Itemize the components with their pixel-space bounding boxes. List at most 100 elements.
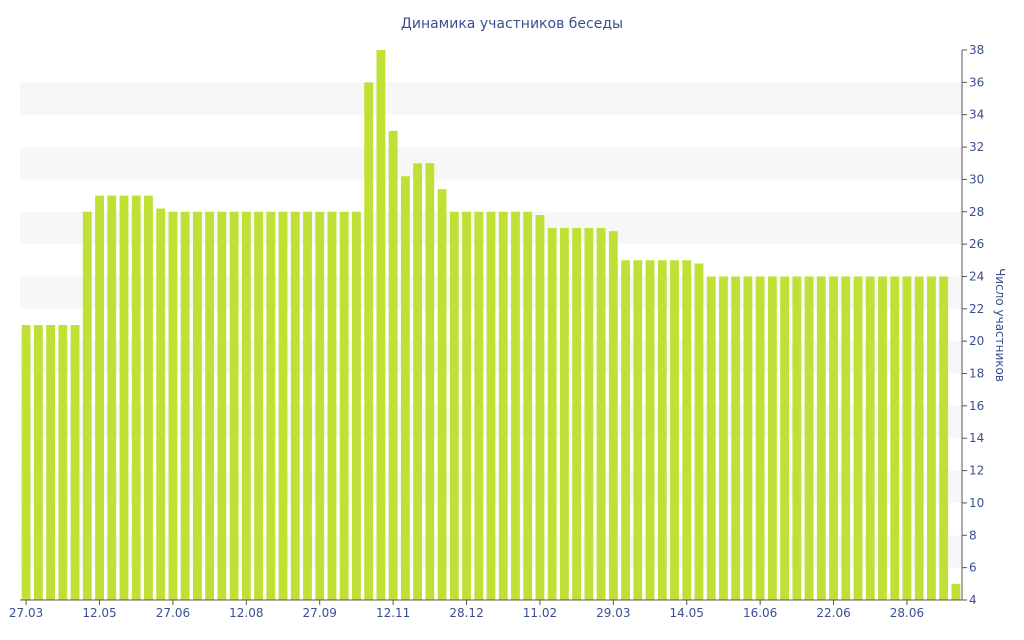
bar (290, 211, 300, 600)
bar (951, 583, 961, 600)
x-tick-label: 28.12 (449, 606, 483, 620)
x-tick-label: 27.09 (303, 606, 337, 620)
y-tick-label: 12 (969, 464, 984, 478)
bar (107, 195, 117, 600)
bar (156, 208, 166, 600)
bar (731, 276, 741, 600)
bar (278, 211, 288, 600)
bar (58, 325, 68, 600)
y-tick-label: 20 (969, 334, 984, 348)
bar (780, 276, 790, 600)
y-tick-label: 6 (969, 561, 977, 575)
y-axis-title: Число участников (993, 268, 1007, 382)
bar (645, 260, 655, 600)
bar (841, 276, 851, 600)
y-tick-label: 26 (969, 237, 984, 251)
bar (498, 211, 508, 600)
bar (572, 227, 582, 600)
x-axis: 27.03 12.05 27.06 12.08 27.09 12.11 28.12 11.02… (9, 600, 924, 620)
bar (547, 227, 557, 600)
grid-band (20, 82, 962, 115)
bar (608, 231, 618, 600)
bar (523, 211, 533, 600)
bar (217, 211, 227, 600)
grid-band (20, 147, 962, 180)
bar (46, 325, 55, 600)
bar (462, 211, 471, 600)
bar (633, 260, 643, 600)
bar (413, 163, 422, 601)
bar (168, 211, 178, 600)
bar (657, 260, 667, 600)
bar (425, 163, 435, 601)
bar (192, 211, 202, 600)
y-tick-label: 28 (969, 205, 984, 219)
bar (315, 211, 325, 600)
bar (339, 211, 349, 600)
bar (119, 195, 129, 600)
bar (890, 276, 900, 600)
bar (670, 260, 679, 600)
y-tick-label: 32 (969, 140, 984, 154)
y-tick-label: 8 (969, 528, 977, 542)
bar (804, 276, 814, 600)
y-tick-label: 4 (969, 593, 977, 607)
y-tick-label: 36 (969, 75, 984, 89)
bar (792, 276, 802, 600)
y-tick-label: 30 (969, 172, 984, 186)
bar (719, 276, 728, 600)
bar (682, 260, 692, 600)
y-tick-label: 16 (969, 399, 984, 413)
bar (878, 276, 887, 600)
x-tick-label: 12.11 (376, 606, 410, 620)
bar (902, 276, 912, 600)
bar (241, 211, 251, 600)
bar (82, 211, 92, 600)
bars (21, 50, 961, 601)
bar (767, 276, 777, 600)
bar (914, 276, 924, 600)
y-tick-label: 14 (969, 431, 984, 445)
x-tick-label: 27.03 (9, 606, 43, 620)
bar (205, 211, 215, 600)
y-axis: 4 6 8 10 12 14 16 18 20 22 24 26 28 30 32 34 36 38 (962, 43, 984, 607)
bar (180, 211, 190, 600)
x-tick-label: 14.05 (670, 606, 704, 620)
bar (511, 211, 520, 600)
bar (560, 227, 569, 600)
y-tick-label: 38 (969, 43, 984, 57)
chart-title: Динамика участников беседы (401, 16, 623, 32)
x-tick-label: 11.02 (523, 606, 557, 620)
bar (449, 211, 459, 600)
bar (376, 50, 386, 600)
bar (266, 211, 276, 600)
bar (327, 211, 337, 600)
bar (364, 82, 374, 601)
bar (706, 276, 716, 600)
y-tick-label: 22 (969, 302, 984, 316)
bar (865, 276, 875, 600)
bar (131, 195, 141, 600)
bar (388, 130, 398, 600)
bar (229, 211, 239, 600)
x-tick-label: 22.06 (816, 606, 850, 620)
bar (853, 276, 863, 600)
bar (927, 276, 936, 600)
bar (755, 276, 765, 600)
bar (144, 195, 153, 600)
bar (352, 211, 361, 600)
bar (939, 276, 949, 600)
bar (596, 227, 606, 600)
y-tick-label: 18 (969, 367, 984, 381)
bar (21, 325, 31, 600)
bar (254, 211, 263, 600)
bar (33, 325, 43, 600)
x-tick-label: 29.03 (596, 606, 630, 620)
bar (437, 189, 447, 600)
bar (474, 211, 484, 600)
bar (621, 260, 630, 600)
bar (694, 263, 704, 600)
y-tick-label: 10 (969, 496, 984, 510)
bar (584, 227, 594, 600)
